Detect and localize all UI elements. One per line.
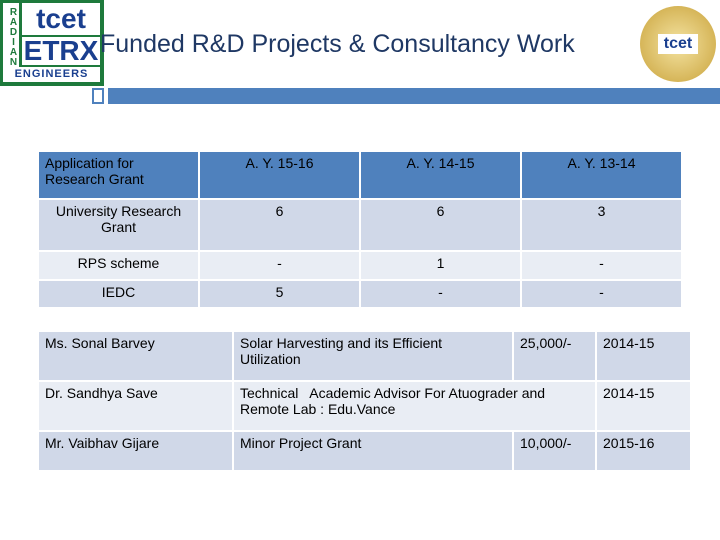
logo-main: ETRX [22, 35, 100, 66]
cell: 3 [520, 198, 683, 252]
cell: 1 [359, 250, 522, 281]
cell: 2015-16 [595, 430, 692, 472]
logo-bottom: ENGINEERS [3, 67, 100, 82]
title: Funded R&D Projects & Consultancy Work [100, 30, 575, 58]
logo-left: RADIANT tcet ETRX ENGINEERS [0, 0, 104, 86]
cell: 6 [198, 198, 361, 252]
header-row: Application for Research Grant A. Y. 15-1… [37, 150, 683, 200]
cell: Solar Harvesting and its Efficient Utili… [232, 330, 514, 382]
cell: 2014-15 [595, 380, 692, 432]
cell: 25,000/- [512, 330, 597, 382]
cell: - [520, 250, 683, 281]
logo-right: tcet [640, 6, 716, 82]
row: RPS scheme -1- [37, 250, 683, 281]
cell: 10,000/- [512, 430, 597, 472]
cell: Ms. Sonal Barvey [37, 330, 234, 382]
cell: Mr. Vaibhav Gijare [37, 430, 234, 472]
cell: 2014-15 [595, 330, 692, 382]
row: Dr. Sandhya Save Technical Academic Advis… [37, 380, 692, 432]
cell: - [198, 250, 361, 281]
cell: Minor Project Grant [232, 430, 514, 472]
cell: Technical Academic Advisor For Atuograde… [232, 380, 597, 432]
cell: RPS scheme [37, 250, 200, 281]
header-bar [108, 88, 720, 104]
logo-top: tcet [22, 3, 100, 35]
header-cell: A. Y. 15-16 [198, 150, 361, 200]
cell: Dr. Sandhya Save [37, 380, 234, 432]
row: Mr. Vaibhav Gijare Minor Project Grant 10,… [37, 430, 692, 472]
cell: - [359, 279, 522, 309]
header-cell: A. Y. 14-15 [359, 150, 522, 200]
header-box [92, 88, 104, 104]
cell: 5 [198, 279, 361, 309]
row: University Research Grant 6 6 3 [37, 198, 683, 252]
logo-side: RADIANT [3, 3, 19, 81]
cell: 6 [359, 198, 522, 252]
logo-right-text: tcet [658, 34, 698, 54]
cell: IEDC [37, 279, 200, 309]
cell: University Research Grant [37, 198, 200, 252]
grant-table: Application for Research Grant A. Y. 15-1… [37, 150, 683, 309]
project-table: Ms. Sonal Barvey Solar Harvesting and its… [37, 330, 692, 472]
row: Ms. Sonal Barvey Solar Harvesting and its… [37, 330, 692, 382]
row: IEDC 5- - [37, 279, 683, 309]
cell: - [520, 279, 683, 309]
header-cell: A. Y. 13-14 [520, 150, 683, 200]
header-cell: Application for Research Grant [37, 150, 200, 200]
